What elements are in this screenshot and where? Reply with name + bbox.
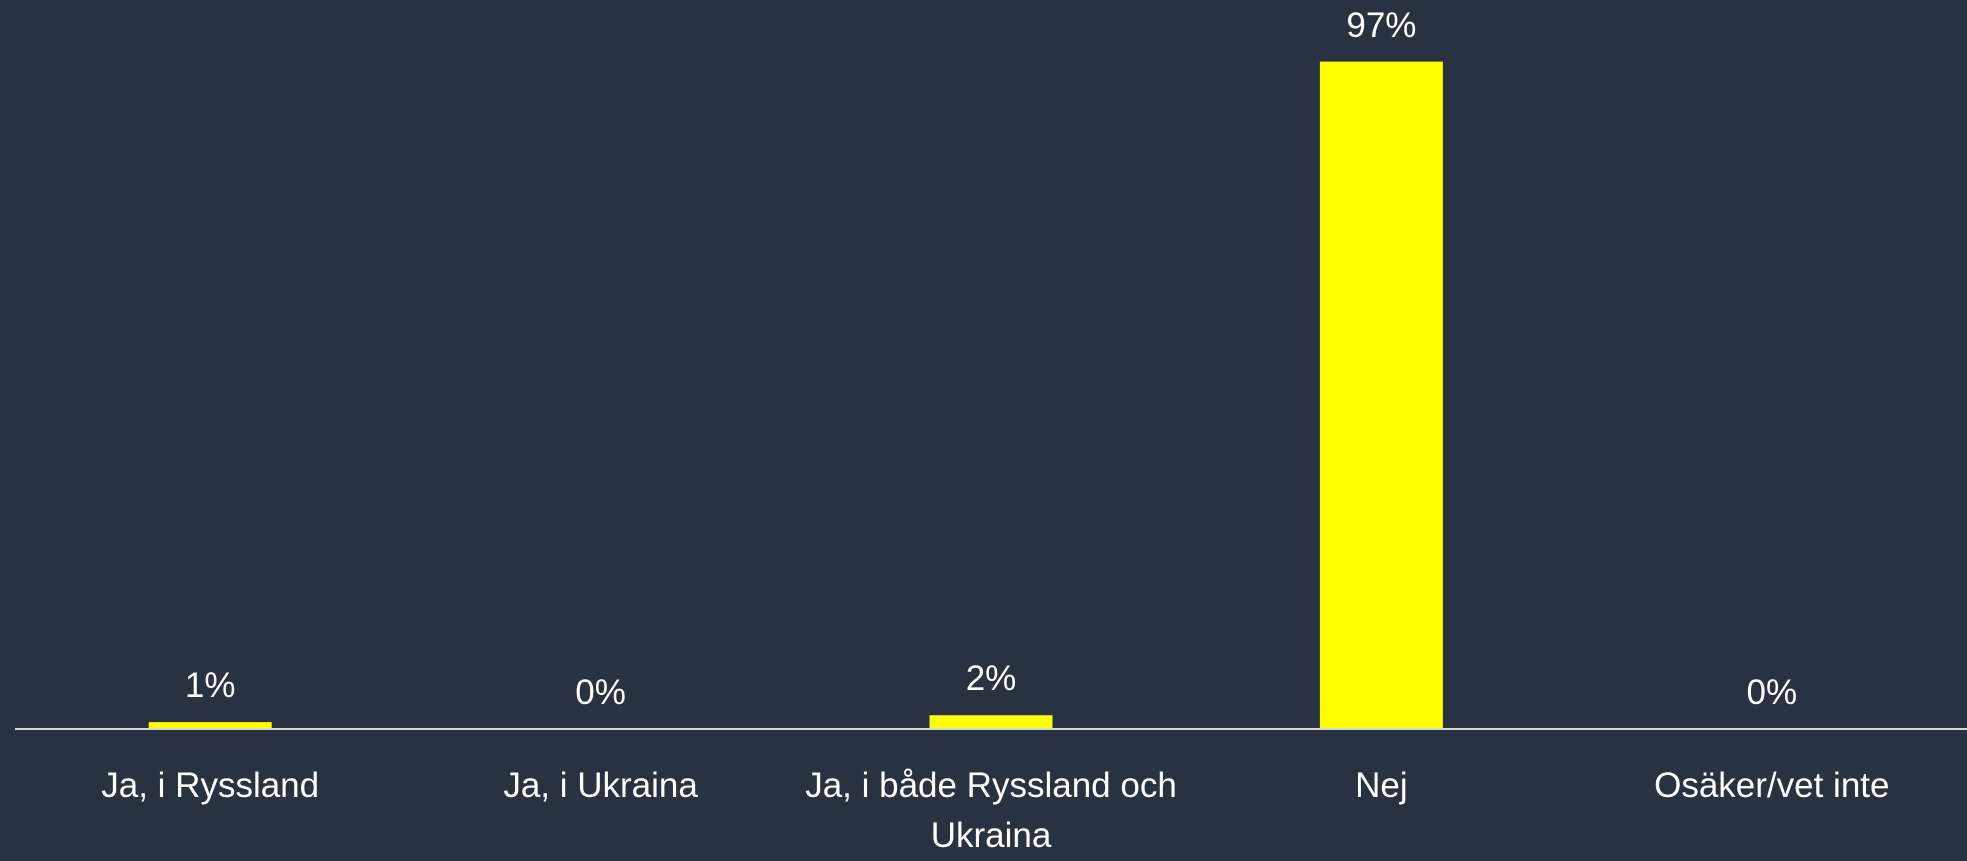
bar xyxy=(929,715,1053,729)
bar xyxy=(148,722,272,729)
data-label: 97% xyxy=(1346,5,1417,45)
x-tick-label: Nej xyxy=(1355,766,1408,805)
data-label: 1% xyxy=(184,666,236,706)
data-label: 0% xyxy=(575,673,626,712)
x-tick-label: Ja, i både Ryssland och Ukraina xyxy=(805,766,1177,855)
x-tick-label: Ja, i Ukraina xyxy=(503,766,698,805)
data-label: 0% xyxy=(1746,673,1798,712)
bar xyxy=(1319,61,1443,729)
x-tick-label: Ja, i Ryssland xyxy=(101,766,320,805)
x-tick-label: Osäker/vet inte xyxy=(1654,766,1890,805)
data-label: 2% xyxy=(965,659,1017,699)
